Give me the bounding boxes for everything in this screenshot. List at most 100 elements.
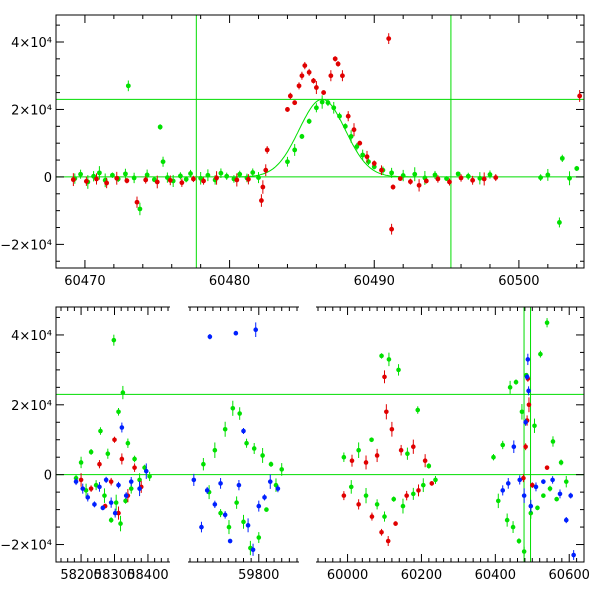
data-point: [495, 498, 501, 504]
data-point: [137, 486, 142, 491]
data-point: [263, 167, 269, 173]
data-point: [78, 171, 83, 177]
data-point: [120, 390, 126, 395]
data-point: [389, 426, 395, 432]
data-point: [160, 159, 166, 165]
data-point: [390, 184, 396, 190]
data-point: [511, 444, 517, 450]
data-point: [212, 502, 218, 507]
data-point: [529, 482, 535, 488]
data-point: [296, 83, 302, 89]
data-point: [559, 155, 565, 161]
data-point: [251, 446, 257, 451]
data-point: [114, 175, 120, 181]
data-point: [521, 475, 526, 481]
data-point: [96, 170, 102, 176]
data-point: [299, 73, 305, 79]
data-point: [369, 514, 375, 519]
x-tick-label: 60470: [64, 274, 105, 289]
data-point: [332, 56, 338, 62]
top-plot-area: [56, 15, 584, 268]
data-point: [396, 367, 401, 373]
x-tick-label: 58200: [60, 568, 101, 583]
data-point: [384, 409, 389, 415]
data-point: [526, 402, 532, 408]
data-point: [481, 176, 487, 182]
data-point: [292, 147, 298, 153]
data-point: [85, 495, 91, 500]
data-point: [88, 449, 94, 455]
data-point: [100, 505, 106, 511]
data-point: [260, 453, 265, 458]
data-point: [533, 484, 539, 490]
data-point: [568, 493, 573, 498]
data-point: [144, 172, 150, 178]
data-point: [256, 535, 262, 540]
data-point: [218, 170, 224, 176]
data-point: [325, 100, 331, 106]
data-point: [547, 486, 553, 491]
data-point: [557, 220, 562, 225]
y-tick-label: 2×10⁴: [11, 399, 52, 414]
data-point: [379, 353, 384, 359]
data-point: [342, 123, 348, 129]
data-point: [241, 428, 246, 434]
data-point: [245, 523, 251, 528]
data-point: [125, 440, 131, 446]
data-point: [351, 127, 357, 133]
data-point: [279, 467, 285, 472]
data-point: [504, 517, 510, 523]
data-point: [328, 73, 334, 79]
data-point: [516, 538, 522, 544]
data-point: [227, 538, 233, 544]
data-point: [218, 481, 223, 486]
data-point: [382, 374, 387, 380]
data-point: [78, 477, 84, 483]
x-tick-label: 60400: [475, 568, 516, 583]
axis-break-gap: [170, 305, 188, 309]
data-point: [110, 172, 115, 178]
data-point: [73, 479, 79, 484]
data-point: [412, 171, 418, 177]
data-point: [379, 167, 384, 173]
data-point: [523, 419, 528, 425]
top-panel: 60470 60480 60490 60500 4×10⁴ 2×10⁴ 0 −2×10⁴: [0, 14, 585, 289]
data-point: [245, 176, 251, 182]
data-point: [94, 176, 99, 182]
data-point: [70, 177, 76, 183]
data-point: [400, 173, 406, 178]
data-point: [262, 495, 267, 500]
data-point: [222, 426, 228, 432]
data-point: [123, 171, 128, 177]
data-point: [191, 176, 196, 182]
data-point: [83, 178, 89, 184]
data-point: [123, 498, 128, 504]
data-point: [386, 36, 392, 42]
data-point: [236, 482, 242, 488]
data-point: [178, 173, 183, 179]
data-point: [567, 175, 572, 181]
data-point: [444, 176, 449, 182]
data-point: [123, 493, 129, 498]
data-point: [382, 514, 387, 519]
data-point: [345, 113, 351, 119]
data-point: [233, 330, 239, 336]
data-point: [287, 93, 293, 99]
data-point: [379, 530, 384, 535]
x-tick-label: 58400: [127, 568, 168, 583]
data-point: [108, 517, 114, 523]
data-point: [313, 85, 319, 90]
data-point: [557, 491, 563, 497]
data-point: [550, 439, 556, 444]
data-point: [340, 73, 345, 79]
data-point: [420, 482, 426, 488]
data-point: [500, 488, 506, 493]
data-point: [544, 320, 550, 326]
data-point: [73, 475, 79, 481]
data-point: [204, 488, 210, 493]
data-point: [521, 493, 527, 498]
x-tick-label: 60480: [209, 274, 250, 289]
y-tick-label: −2×10⁴: [0, 238, 52, 253]
y-tick-label: 0: [44, 171, 52, 186]
